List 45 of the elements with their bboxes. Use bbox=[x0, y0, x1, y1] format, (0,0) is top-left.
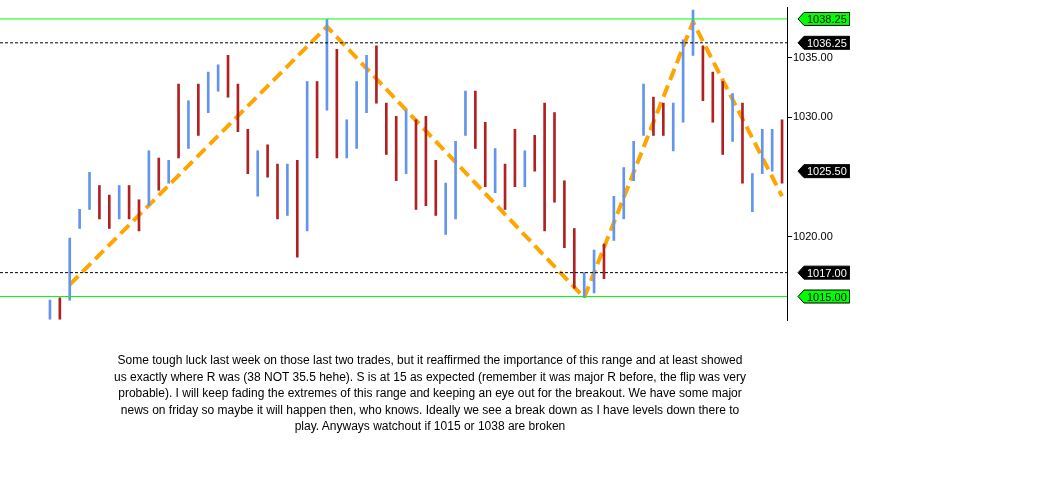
candlestick bbox=[394, 115, 398, 182]
candlestick bbox=[642, 83, 645, 136]
candlestick bbox=[474, 90, 477, 149]
candlestick bbox=[662, 102, 665, 136]
candlestick bbox=[187, 100, 190, 149]
candlestick bbox=[98, 184, 101, 220]
candlestick bbox=[68, 237, 72, 301]
ref-line-label: 1015.00 bbox=[807, 290, 847, 303]
y-tick-label: 1020.00 bbox=[793, 229, 833, 242]
candlestick bbox=[652, 96, 655, 136]
candlestick bbox=[266, 144, 269, 178]
y-tick-label: 1030.00 bbox=[793, 110, 833, 123]
candlestick bbox=[731, 93, 734, 142]
candlestick bbox=[543, 102, 546, 232]
candlestick bbox=[305, 81, 309, 232]
candlestick bbox=[721, 81, 725, 155]
ref-line-label: 1036.25 bbox=[807, 36, 847, 49]
candlestick bbox=[107, 194, 111, 229]
candlestick bbox=[741, 102, 744, 184]
text: 1025.50 bbox=[807, 165, 847, 178]
candlestick bbox=[117, 184, 121, 220]
candlestick bbox=[157, 157, 161, 191]
candlestick bbox=[582, 272, 586, 299]
candlestick bbox=[464, 90, 467, 136]
candlestick bbox=[177, 83, 180, 159]
candlestick bbox=[384, 102, 388, 155]
candlestick bbox=[286, 163, 289, 216]
candlestick bbox=[444, 182, 448, 235]
text: Some tough luck last week on those last two trades, but it reaffirmed the importance of this range and at least showed us exactly where R was (38 NOT 35.5 hehe). S is at 15 as expected (remember it was major R before, the flip was very probable). I will keep fading the extremes of this range and keeping an eye out for the breakout. We have some major news on friday so maybe it will happen then, who knows. Ideally we see a break down as I have levels down there to play. Anyways watchout if 1015 or 1038 are broken bbox=[112, 352, 747, 435]
candlestick bbox=[197, 83, 200, 136]
candlestick bbox=[345, 119, 349, 159]
candlestick bbox=[711, 71, 715, 123]
ref-line-label: 1017.00 bbox=[807, 266, 847, 279]
candlestick bbox=[751, 173, 754, 213]
ref-line-label: 1038.25 bbox=[807, 12, 847, 25]
candlestick bbox=[622, 167, 626, 220]
candlestick bbox=[216, 64, 220, 92]
candlestick bbox=[58, 297, 62, 320]
candlestick bbox=[375, 45, 378, 104]
candlestick bbox=[671, 102, 675, 152]
candlestick bbox=[256, 150, 260, 197]
candlestick bbox=[414, 119, 418, 210]
candlestick bbox=[355, 81, 358, 149]
candlestick bbox=[48, 299, 52, 320]
y-tick-label: 1035.00 bbox=[793, 50, 833, 63]
